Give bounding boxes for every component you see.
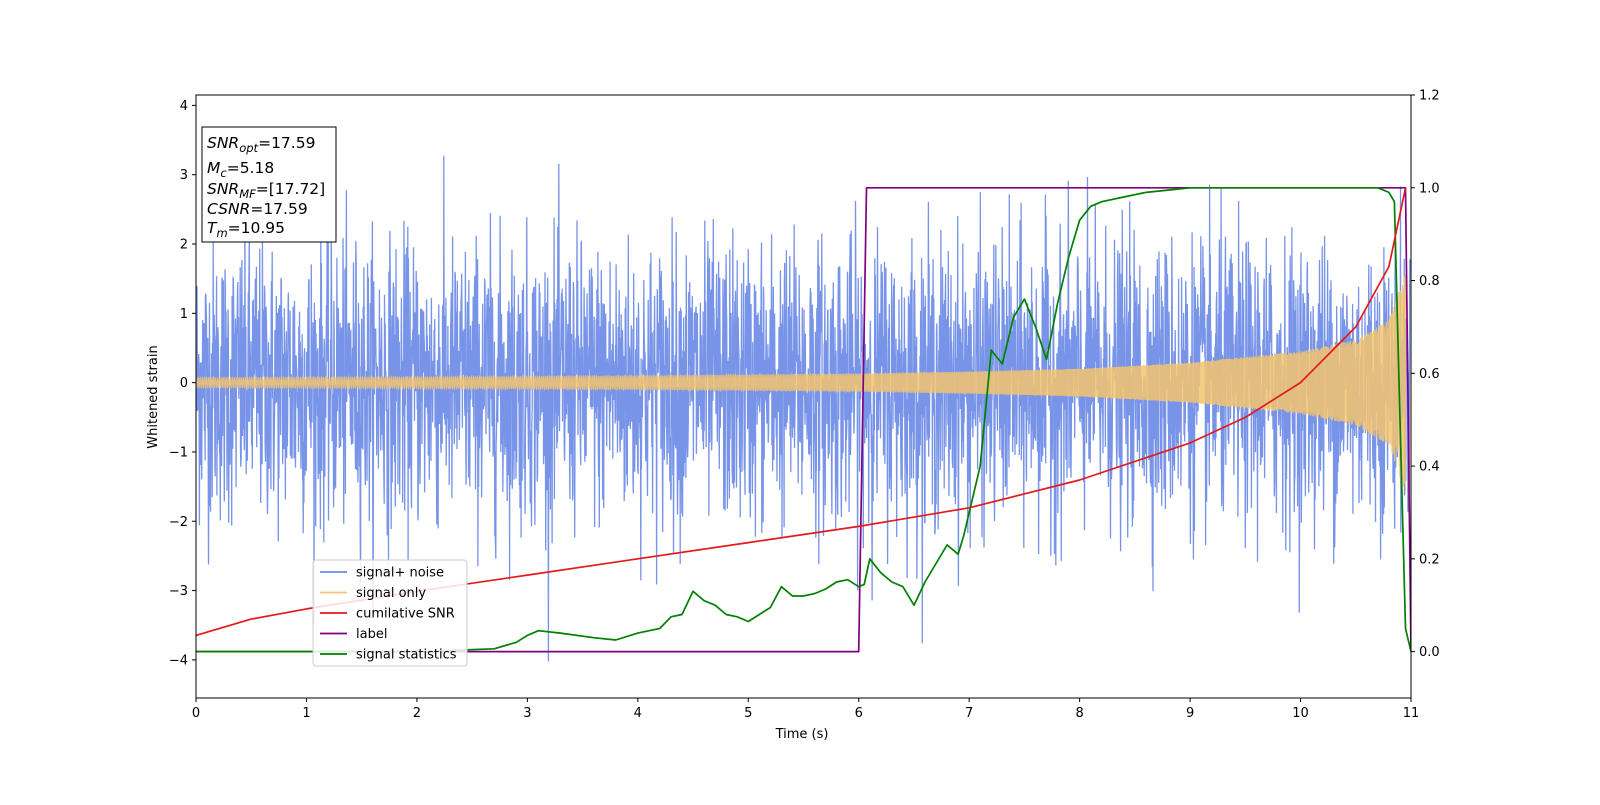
series-signal-only xyxy=(196,274,1407,494)
x-axis-label: Time (s) xyxy=(775,727,829,742)
x-tick-label: 11 xyxy=(1403,706,1420,721)
y2-tick-label: 0.8 xyxy=(1419,274,1440,289)
y2-tick-label: 0.2 xyxy=(1419,552,1440,567)
y-tick-label: 1 xyxy=(180,307,188,322)
y2-tick-label: 1.2 xyxy=(1419,89,1440,104)
legend-entry: cumilative SNR xyxy=(356,607,455,622)
x-tick-label: 6 xyxy=(855,706,863,721)
x-tick-label: 2 xyxy=(413,706,421,721)
y2-tick-label: 0.6 xyxy=(1419,367,1440,382)
plot-frame xyxy=(195,94,1412,699)
x-tick-label: 8 xyxy=(1075,706,1083,721)
y-tick-label: 0 xyxy=(180,376,188,391)
annotation-line: SNRMF=[17.72] xyxy=(207,180,325,201)
x-tick-label: 1 xyxy=(302,706,310,721)
x-tick-label: 0 xyxy=(192,706,200,721)
y-tick-label: −1 xyxy=(169,445,188,460)
legend-entry: label xyxy=(356,627,387,642)
y-tick-label: −2 xyxy=(169,515,188,530)
annotation-line: SNRopt=17.59 xyxy=(207,134,315,155)
legend-entry: signal only xyxy=(356,586,426,601)
annotation-line: Tm=10.95 xyxy=(207,219,285,240)
y2-tick-label: 0.4 xyxy=(1419,460,1440,475)
annotation-box: SNRopt=17.59 Mc=5.18SNRMF=[17.72]CSNR=17.… xyxy=(201,126,337,243)
series-signal-statistics xyxy=(196,186,1411,653)
y2-tick-label: 1.0 xyxy=(1419,181,1440,196)
y2-tick-label: 0.0 xyxy=(1419,645,1440,660)
legend-frame xyxy=(312,559,468,667)
legend-entry: signal statistics xyxy=(356,648,457,663)
signal-only-line xyxy=(196,274,1407,494)
y-tick-label: 3 xyxy=(180,168,188,183)
series-signal-noise xyxy=(196,155,1411,662)
noise-line xyxy=(196,155,1411,662)
x-tick-label: 7 xyxy=(965,706,973,721)
x-tick-label: 10 xyxy=(1292,706,1309,721)
annotation-line: Mc=5.18 xyxy=(207,159,274,180)
annotation-line: CSNR=17.59 xyxy=(207,200,308,218)
y-tick-label: −3 xyxy=(169,584,188,599)
x-tick-label: 3 xyxy=(523,706,531,721)
y-tick-label: 4 xyxy=(180,99,188,114)
y-axis-label: Whitened strain xyxy=(146,345,161,448)
series-label xyxy=(196,186,1411,653)
legend-entry: signal+ noise xyxy=(356,566,444,581)
x-tick-label: 5 xyxy=(744,706,752,721)
x-tick-label: 4 xyxy=(634,706,642,721)
y-tick-label: 2 xyxy=(180,238,188,253)
x-tick-label: 9 xyxy=(1186,706,1194,721)
y-tick-label: −4 xyxy=(169,653,188,668)
annotation-frame xyxy=(201,126,337,243)
legend: signal+ noise signal only cumilative SNR la… xyxy=(312,559,468,667)
